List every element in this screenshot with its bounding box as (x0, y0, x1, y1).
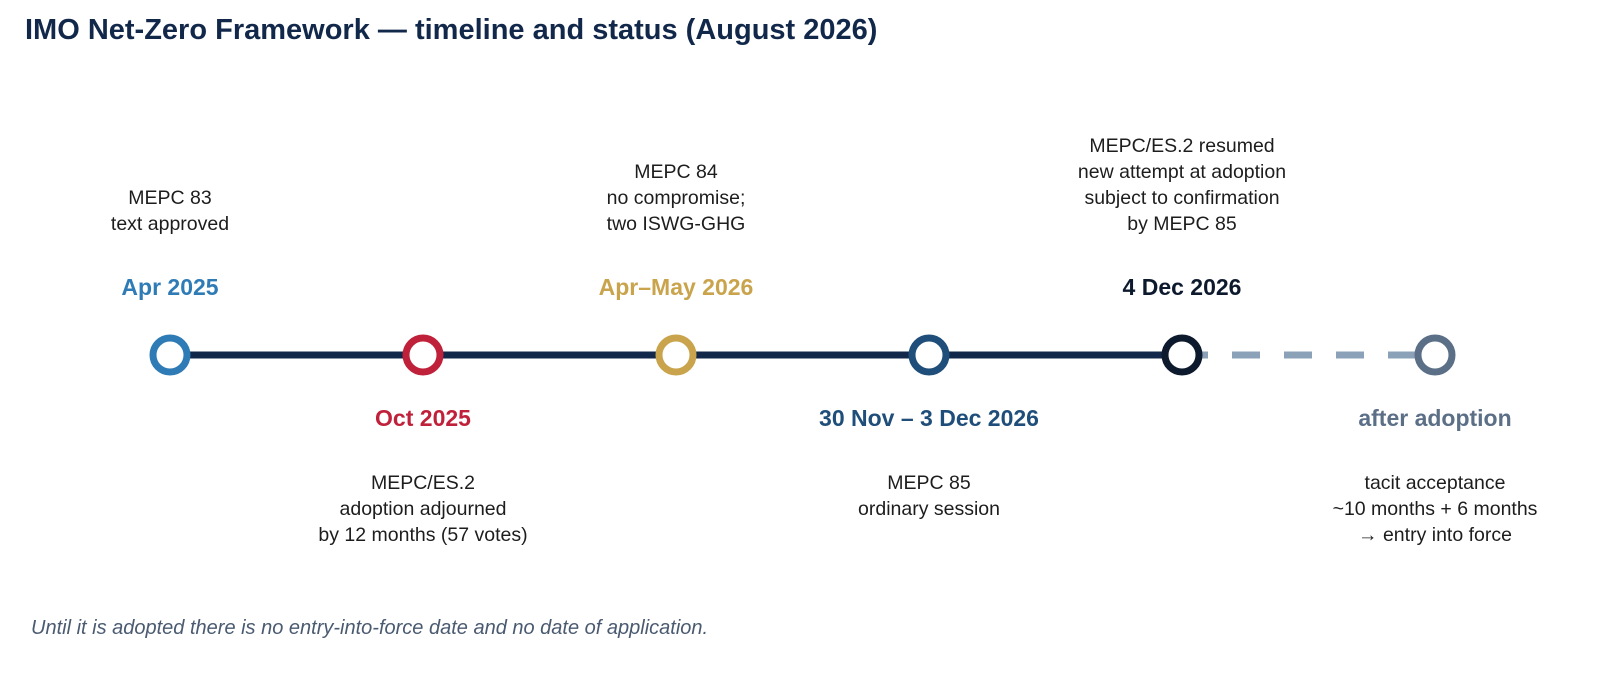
milestone-date: after adoption (1358, 405, 1512, 431)
milestone-description: tacit acceptance ~10 months + 6 months → e… (1333, 470, 1538, 548)
milestone-description: MEPC 83 text approved (111, 185, 229, 237)
milestone-marker (1161, 334, 1203, 376)
milestone-description-line: adoption adjourned (339, 498, 507, 520)
footnote: Until it is adopted there is no entry-in… (31, 617, 709, 639)
milestone-description: MEPC/ES.2 resumed new attempt at adoption… (1078, 133, 1286, 237)
milestone-marker (149, 334, 191, 376)
milestone-date: Apr–May 2026 (598, 274, 754, 300)
milestone-description-line: by MEPC 85 (1127, 213, 1237, 235)
milestone-description-line: two ISWG-GHG (606, 213, 746, 235)
milestone-marker (908, 334, 950, 376)
milestone-description-line: new attempt at adoption (1077, 161, 1287, 183)
page-title: IMO Net-Zero Framework — timeline and st… (25, 14, 878, 46)
milestone-description-line: subject to confirmation (1084, 187, 1280, 209)
milestone-description-line: MEPC 83 (128, 187, 212, 209)
milestone-description-line: by 12 months (57 votes) (318, 524, 528, 546)
milestone-description-line: no compromise; (606, 187, 746, 209)
milestone-description: MEPC/ES.2 adoption adjourned by 12 months … (318, 470, 527, 548)
milestone-description-line: text approved (110, 213, 230, 235)
milestone-description: MEPC 84 no compromise; two ISWG-GHG (607, 159, 746, 237)
milestone-description-line: ~10 months + 6 months (1332, 498, 1538, 520)
milestone-description-line: MEPC 85 (887, 472, 971, 494)
milestone-description: MEPC 85 ordinary session (858, 470, 1000, 522)
milestone-date: Apr 2025 (121, 274, 219, 300)
milestone-description-line: MEPC/ES.2 resumed (1089, 135, 1275, 157)
milestone-description-line: MEPC 84 (634, 161, 718, 183)
milestone-description-line: tacit acceptance (1364, 472, 1506, 494)
milestone-description-line: ordinary session (858, 498, 1000, 520)
milestone-description-line: → entry into force (1358, 524, 1512, 546)
milestone-description-line: MEPC/ES.2 (370, 472, 476, 494)
milestone-marker (655, 334, 697, 376)
milestone-date: Oct 2025 (375, 405, 471, 431)
milestone-date: 30 Nov – 3 Dec 2026 (819, 405, 1039, 431)
milestone-marker (402, 334, 444, 376)
milestone-marker (1414, 334, 1456, 376)
milestone-date: 4 Dec 2026 (1122, 274, 1242, 300)
